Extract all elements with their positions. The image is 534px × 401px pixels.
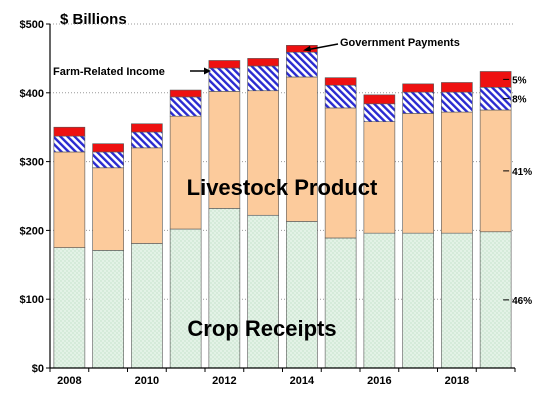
bar-government-2009 [92, 143, 124, 153]
bar-crop-2016 [363, 232, 396, 369]
share-labels: 5% 8% 41% 46% [503, 75, 532, 307]
bar-farm_related-2012 [208, 67, 241, 92]
bar-crop-2011 [169, 228, 202, 369]
government-payments-annotation: Government Payments [303, 37, 460, 52]
bar-government-2008 [53, 126, 86, 137]
farm-related-income-arrowhead [204, 67, 211, 75]
bar-crop-2014 [286, 221, 318, 369]
bar-government-2018 [441, 82, 473, 93]
bar-farm_related-2010 [131, 131, 163, 149]
x-tick-label: 2010 [135, 375, 159, 387]
livestock-product-label: Livestock Product [187, 175, 378, 200]
bar-crop-2008 [53, 247, 86, 369]
bar-livestock-2014 [286, 76, 318, 222]
bar-government-2019 [479, 71, 512, 88]
share-label-crop: 46% [512, 296, 532, 307]
bar-government-2010 [131, 123, 163, 133]
y-tick-label: $500 [20, 19, 44, 31]
bar-livestock-2008 [53, 151, 86, 248]
share-label-farm_related: 8% [512, 95, 527, 106]
bar-farm_related-2009 [92, 151, 124, 169]
bar-government-2013 [247, 58, 279, 67]
bar-farm_related-2011 [169, 96, 202, 117]
government-payments-arrowhead [303, 45, 311, 52]
bars [53, 45, 512, 369]
bar-government-2016 [363, 94, 396, 105]
y-axis-tick-labels: $0 $100 $200 $300 $400 $500 [20, 19, 44, 375]
share-label-government: 5% [512, 75, 527, 86]
bar-government-2012 [208, 60, 241, 69]
y-tick-label: $400 [20, 88, 44, 100]
bar-livestock-2012 [208, 91, 241, 209]
bar-crop-2015 [324, 237, 357, 369]
government-payments-label: Government Payments [340, 37, 460, 49]
bar-crop-2012 [208, 208, 241, 369]
bar-livestock-2015 [324, 107, 357, 239]
bar-crop-2009 [92, 250, 124, 369]
farm-related-income-label: Farm-Related Income [53, 66, 165, 78]
x-tick-label: 2014 [290, 375, 315, 387]
government-payments-arrow [305, 43, 339, 51]
bar-farm_related-2018 [441, 91, 473, 113]
crop-receipts-label: Crop Receipts [187, 316, 336, 341]
bar-livestock-2013 [247, 90, 279, 216]
share-label-livestock: 41% [512, 167, 532, 178]
x-tick-label: 2008 [57, 375, 81, 387]
bar-farm_related-2016 [363, 103, 396, 122]
bar-government-2014 [286, 45, 318, 53]
bar-crop-2010 [131, 243, 163, 369]
y-tick-label: $100 [20, 294, 44, 306]
bar-livestock-2018 [441, 111, 473, 234]
gridlines [50, 23, 515, 300]
bar-farm_related-2008 [53, 135, 86, 153]
bar-livestock-2011 [169, 115, 202, 230]
bar-crop-2018 [441, 232, 473, 369]
bar-farm_related-2017 [402, 91, 434, 114]
unit-label: $ Billions [60, 11, 127, 28]
bar-crop-2013 [247, 214, 279, 369]
bar-government-2015 [324, 77, 357, 86]
bar-livestock-2009 [92, 167, 124, 251]
bar-farm_related-2015 [324, 84, 357, 109]
bar-farm_related-2014 [286, 51, 318, 78]
bar-livestock-2010 [131, 147, 163, 244]
y-tick-label: $200 [20, 225, 44, 237]
y-tick-label: $300 [20, 157, 44, 169]
bar-government-2017 [402, 83, 434, 93]
x-tick-label: 2018 [445, 375, 469, 387]
axes [46, 23, 516, 372]
x-axis-tick-labels: 2008 2010 2012 2014 2016 2018 [57, 375, 469, 387]
x-tick-label: 2012 [212, 375, 236, 387]
farm-related-income-annotation: Farm-Related Income [53, 66, 211, 78]
x-tick-label: 2016 [367, 375, 391, 387]
bar-government-2011 [169, 89, 202, 98]
y-tick-label: $0 [32, 363, 44, 375]
bar-farm_related-2013 [247, 65, 279, 92]
bar-livestock-2017 [402, 113, 434, 234]
bar-crop-2017 [402, 232, 434, 369]
